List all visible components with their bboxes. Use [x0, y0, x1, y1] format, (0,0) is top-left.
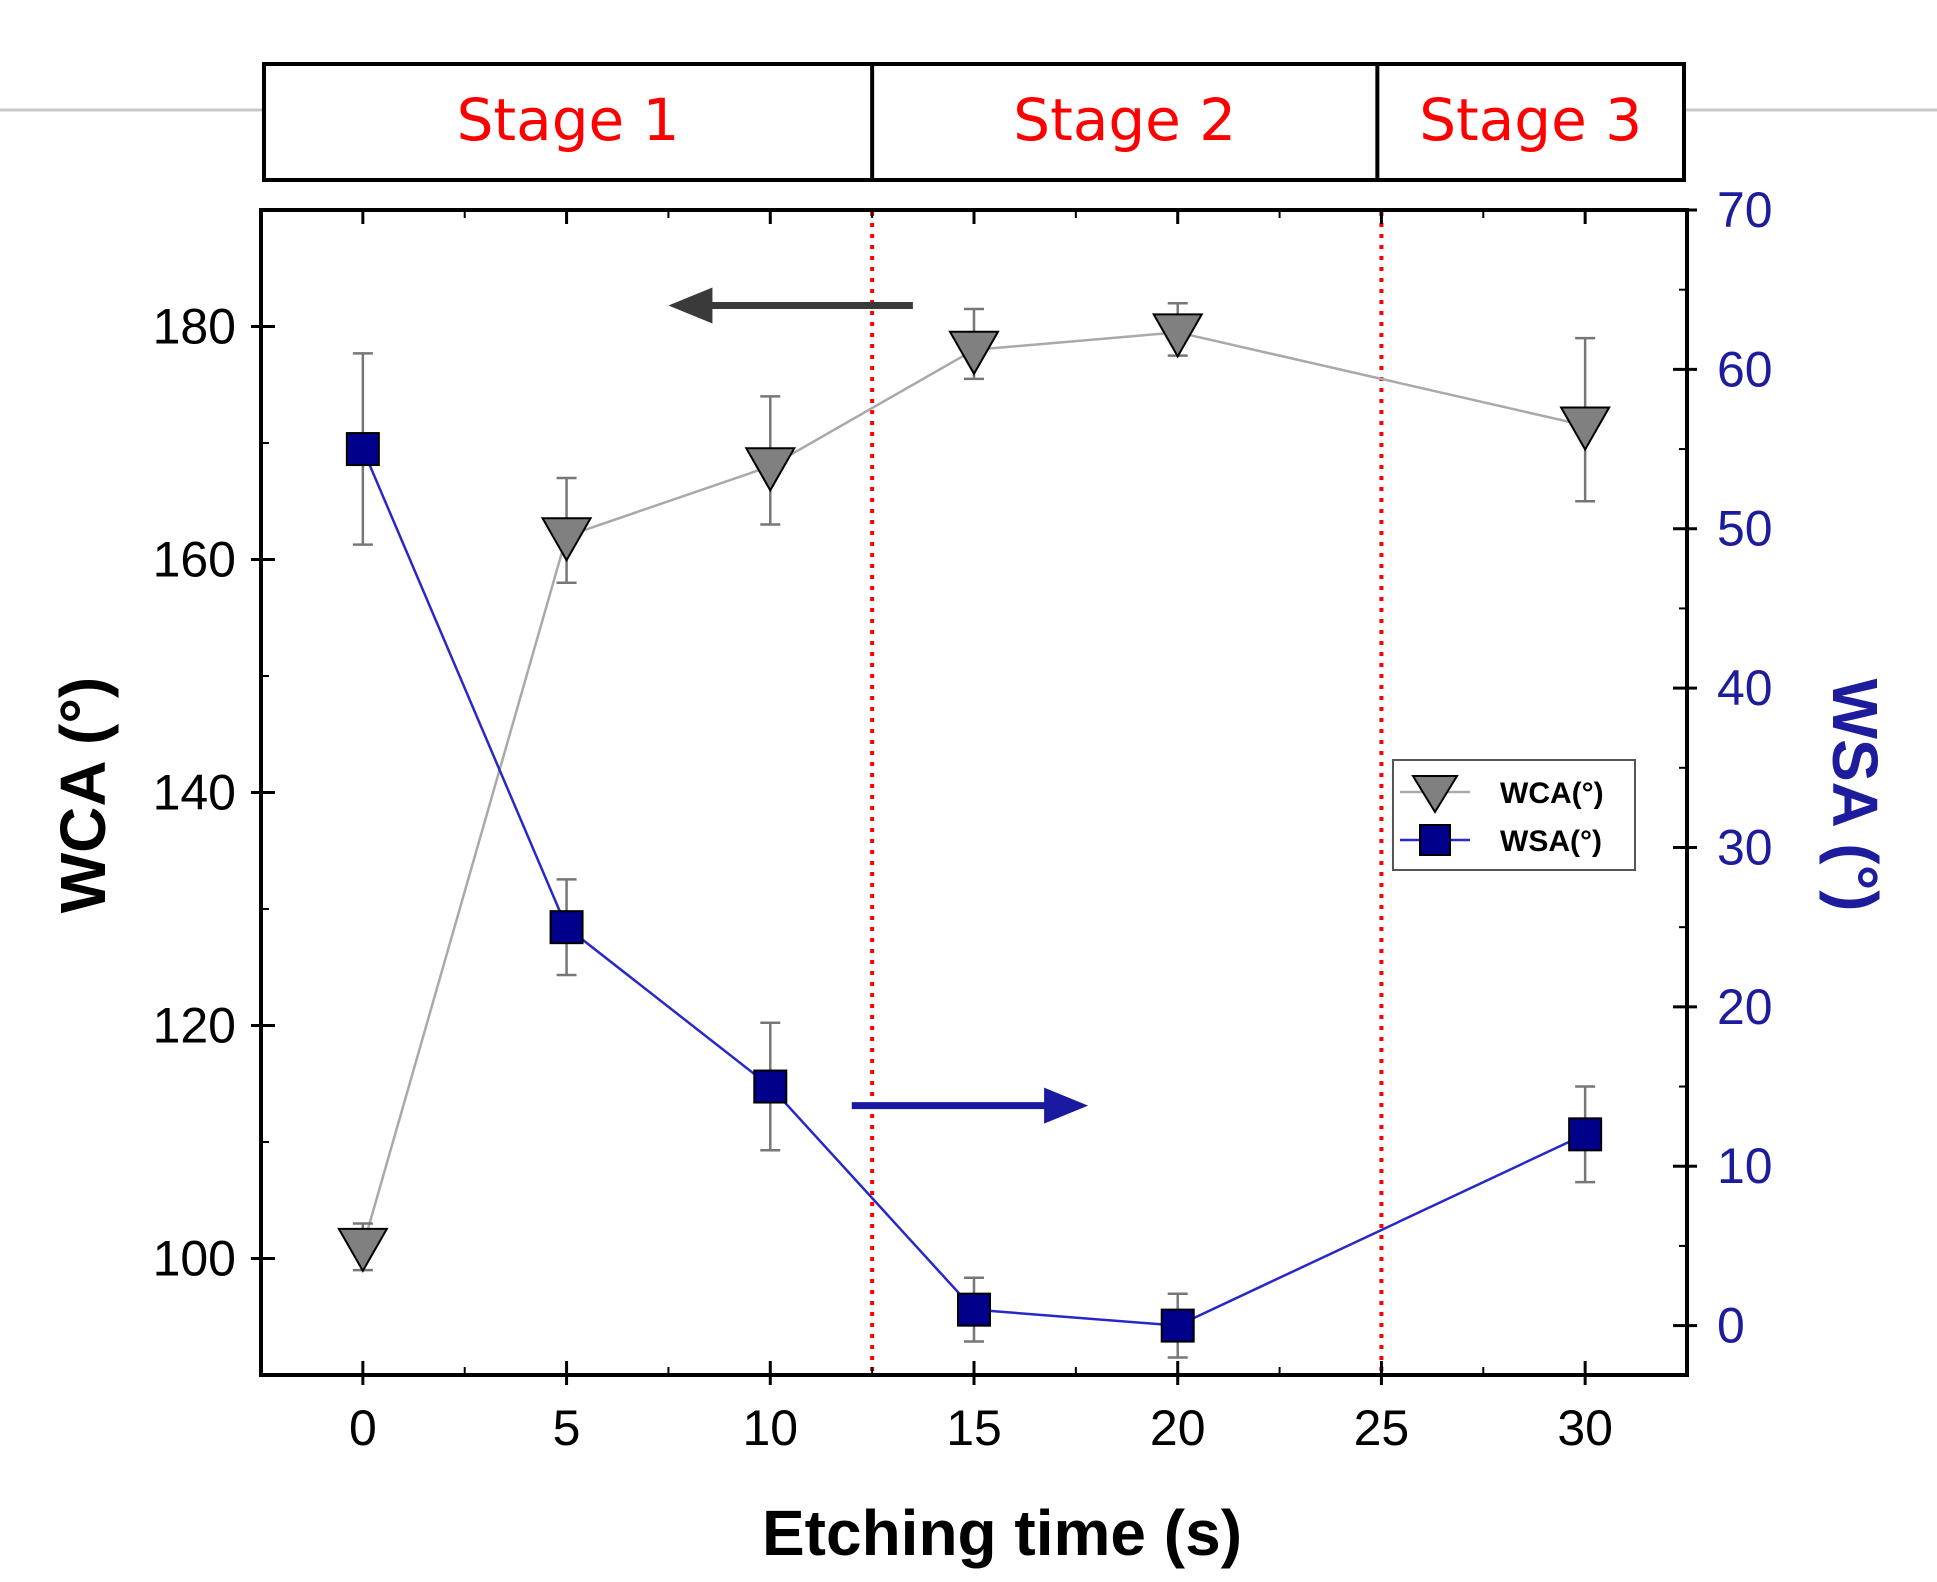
stage-header: Stage 1 Stage 2 Stage 3 — [262, 62, 1686, 182]
y-left-tick-label: 120 — [153, 998, 236, 1054]
legend-label: WCA(°) — [1500, 777, 1604, 810]
x-axis: 0 5 10 15 20 25 30 — [260, 210, 1688, 1456]
wca-point — [948, 330, 1000, 376]
wsa-point — [957, 1292, 991, 1327]
legend-marker-triangle — [1411, 775, 1459, 814]
wca-point — [540, 517, 593, 563]
wsa-point — [1568, 1117, 1603, 1152]
wca-point — [744, 447, 797, 493]
y-axis-left: 100 120 140 160 180 — [153, 209, 275, 1376]
x-tick-label: 5 — [553, 1400, 581, 1456]
y-axis-right-title: WSA (°) — [1819, 679, 1891, 912]
annotation-arrow-head — [668, 287, 713, 324]
y-left-tick-label: 140 — [153, 765, 236, 821]
series-wca — [337, 301, 1611, 1273]
y-right-tick-label: 60 — [1717, 341, 1773, 397]
series-wsa — [345, 352, 1603, 1359]
legend-label: WSA(°) — [1500, 825, 1602, 858]
y-right-tick-label: 20 — [1717, 979, 1773, 1035]
y-left-tick-label: 160 — [153, 532, 236, 588]
y-right-tick-label: 70 — [1717, 182, 1773, 238]
plot-area: 0 5 10 15 20 25 30 100 120 140 160 180 0 10 20 30 40 50… — [153, 182, 1773, 1456]
legend-marker-square — [1419, 824, 1451, 856]
y-axis-left-title: WCA (°) — [47, 677, 119, 913]
wsa-point — [345, 432, 380, 467]
x-tick-label: 15 — [946, 1400, 1002, 1456]
wsa-point — [1160, 1308, 1195, 1343]
stage-label: Stage 2 — [1013, 86, 1236, 154]
x-tick-label: 20 — [1150, 1400, 1206, 1456]
y-left-tick-label: 100 — [153, 1231, 236, 1287]
stage-header-box — [262, 62, 1686, 182]
legend: WCA(°) WSA(°) — [1392, 759, 1636, 871]
x-tick-label: 10 — [742, 1400, 798, 1456]
y-right-tick-label: 0 — [1717, 1298, 1745, 1354]
annotation-arrow-head — [1044, 1087, 1089, 1124]
y-right-tick-label: 50 — [1717, 501, 1773, 557]
wca-point — [1151, 313, 1204, 359]
y-axis-right: 0 10 20 30 40 50 60 70 — [1673, 182, 1773, 1354]
wsa-line — [361, 448, 1586, 1327]
wsa-point — [753, 1069, 788, 1104]
x-tick-label: 25 — [1354, 1400, 1410, 1456]
x-tick-label: 30 — [1557, 1400, 1613, 1456]
y-left-tick-label: 180 — [153, 299, 236, 355]
wca-point — [337, 1227, 389, 1273]
y-right-tick-label: 10 — [1717, 1138, 1773, 1194]
wca-point — [1559, 406, 1611, 452]
y-right-tick-label: 40 — [1717, 660, 1773, 716]
y-right-tick-label: 30 — [1717, 819, 1773, 875]
wca-line — [361, 331, 1586, 1248]
x-axis-title: Etching time (s) — [762, 1497, 1242, 1569]
stage-label: Stage 3 — [1419, 86, 1642, 154]
wsa-point — [549, 910, 584, 945]
stage-label: Stage 1 — [457, 86, 680, 154]
x-tick-label: 0 — [349, 1400, 377, 1456]
